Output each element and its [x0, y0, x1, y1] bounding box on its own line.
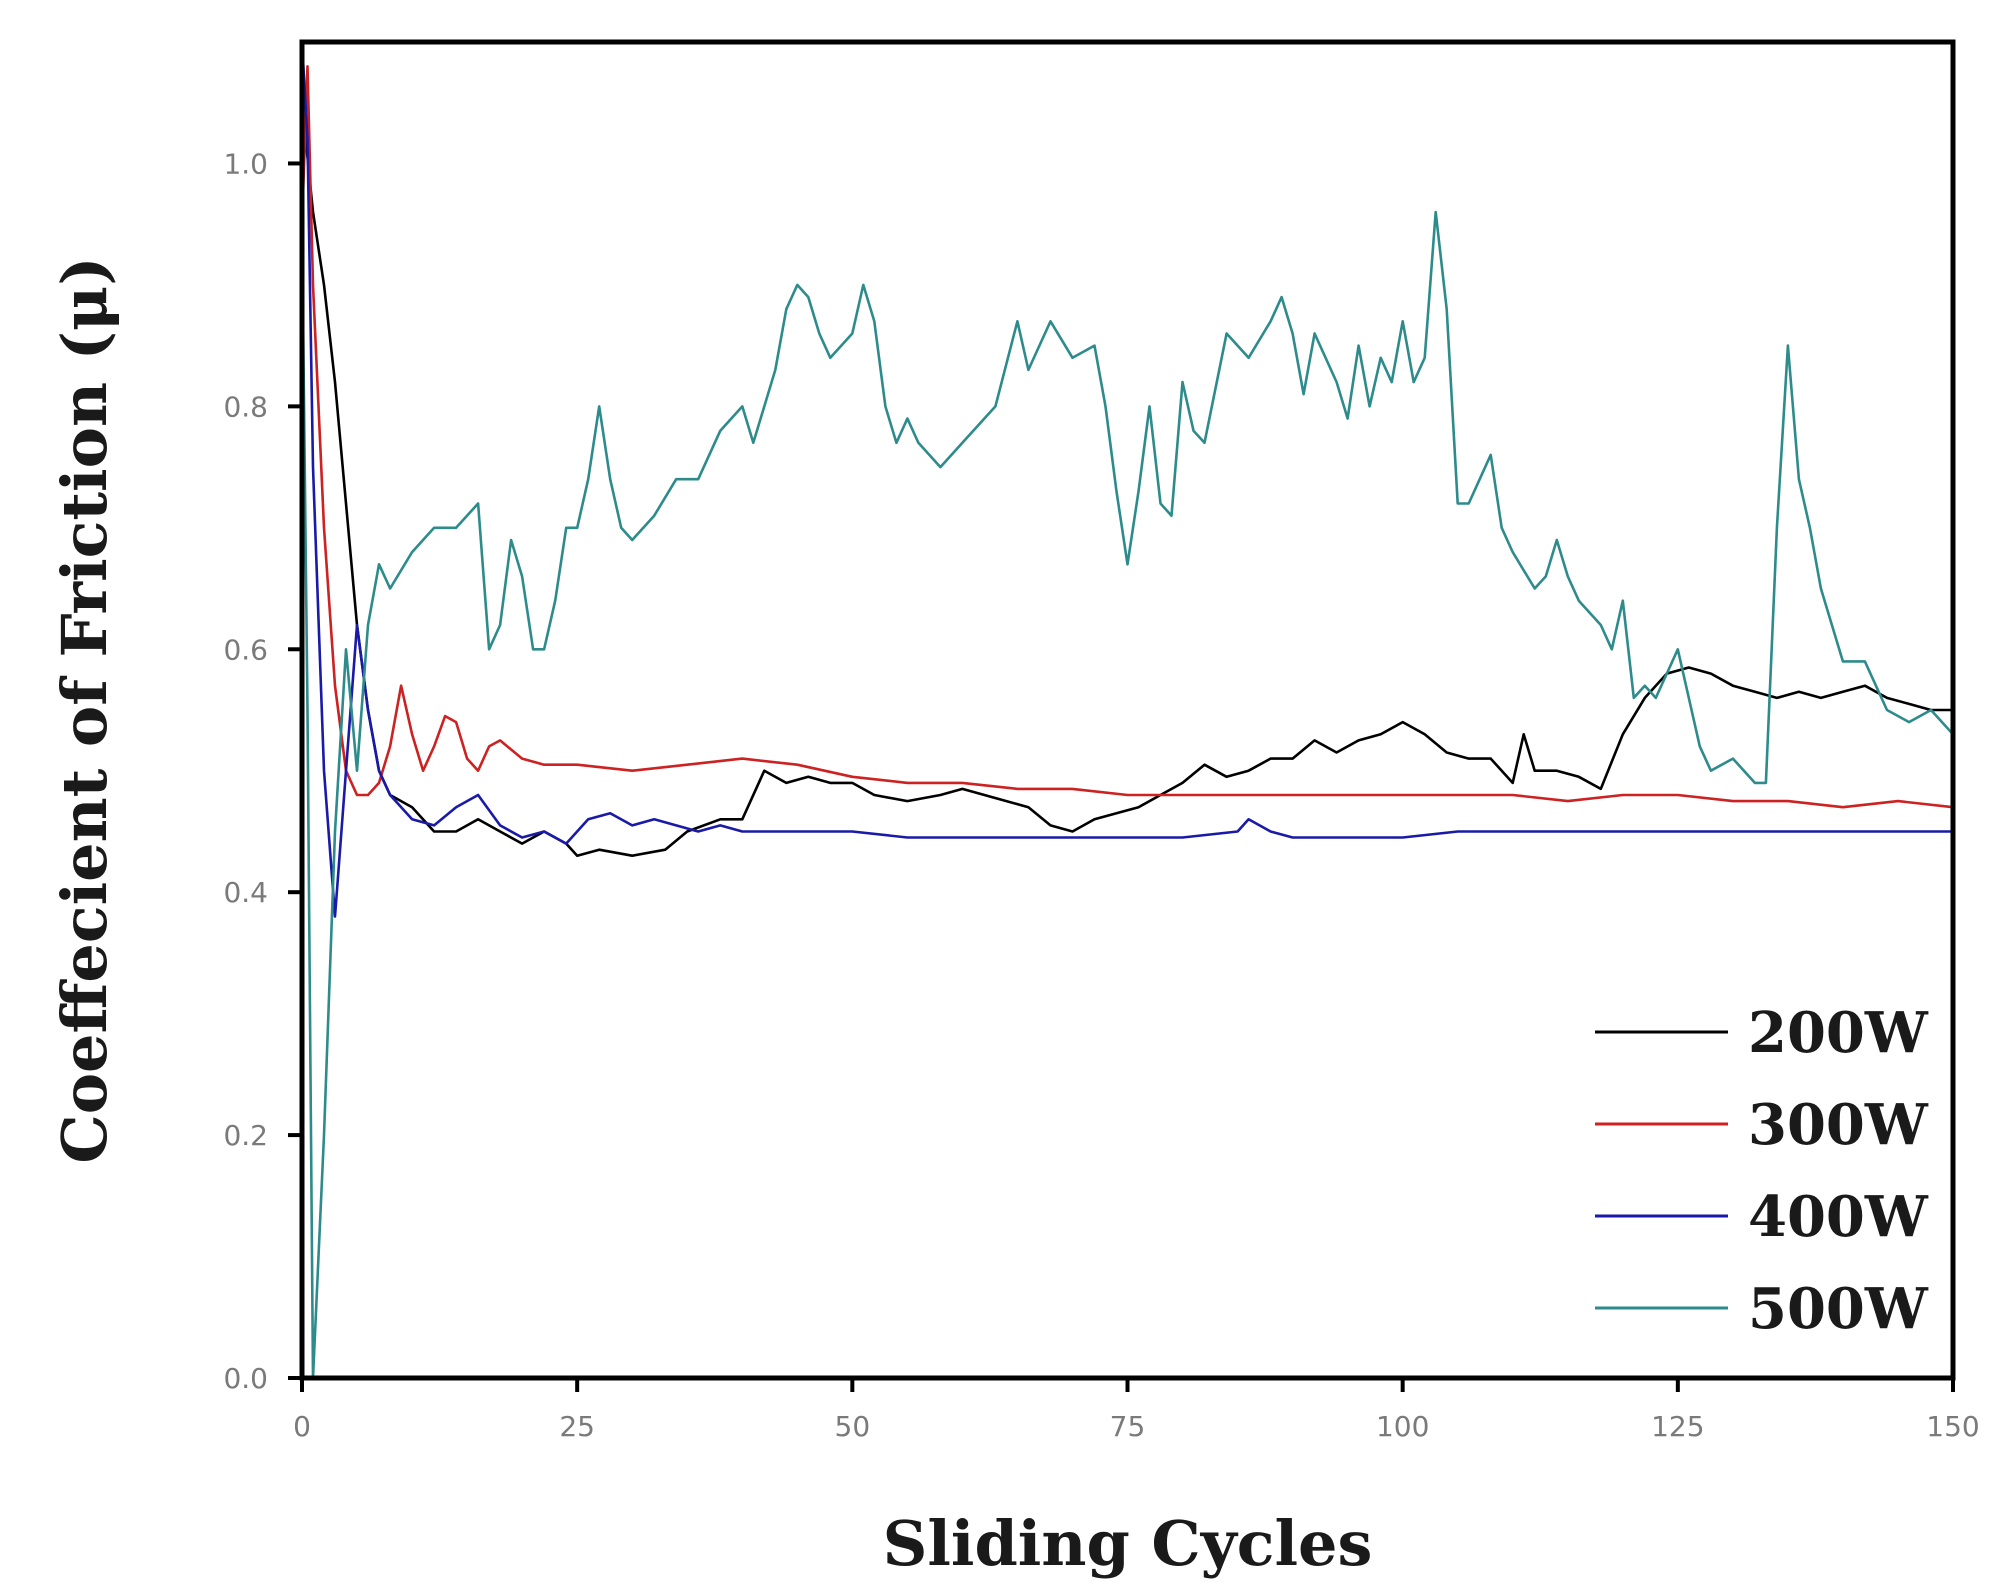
x-axis: 0 25 50 75 100 125 150	[293, 1378, 1980, 1443]
series-line-400W	[302, 42, 1953, 918]
legend: 200W 300W 400W 500W	[1595, 1000, 1929, 1342]
y-axis: 0.0 0.2 0.4 0.6 0.8 1.0	[223, 147, 302, 1395]
y-tick-label: 0.0	[223, 1362, 268, 1395]
series-line-500W	[302, 210, 1953, 1378]
x-tick-label: 150	[1926, 1410, 1979, 1443]
y-tick-label: 0.2	[223, 1119, 268, 1152]
y-tick-label: 0.8	[223, 390, 268, 423]
x-tick-label: 125	[1651, 1410, 1704, 1443]
legend-label-200W: 200W	[1748, 1000, 1929, 1066]
series-line-300W	[302, 65, 1953, 809]
series-line-200W	[302, 102, 1953, 857]
series-lines	[302, 42, 1953, 1378]
x-tick-label: 100	[1376, 1410, 1429, 1443]
legend-label-500W: 500W	[1748, 1276, 1929, 1342]
x-tick-label: 50	[835, 1410, 871, 1443]
y-tick-label: 0.6	[223, 633, 268, 666]
x-tick-label: 0	[293, 1410, 311, 1443]
x-tick-label: 25	[559, 1410, 595, 1443]
plot-frame	[299, 39, 1956, 1381]
legend-label-400W: 400W	[1748, 1184, 1929, 1250]
y-tick-label: 1.0	[223, 147, 268, 180]
legend-label-300W: 300W	[1748, 1092, 1929, 1158]
x-tick-label: 75	[1110, 1410, 1146, 1443]
y-tick-label: 0.4	[223, 876, 268, 909]
x-axis-title: Sliding Cycles	[883, 1507, 1373, 1580]
y-axis-title: Coeffecient of Friction (μ)	[48, 256, 121, 1163]
